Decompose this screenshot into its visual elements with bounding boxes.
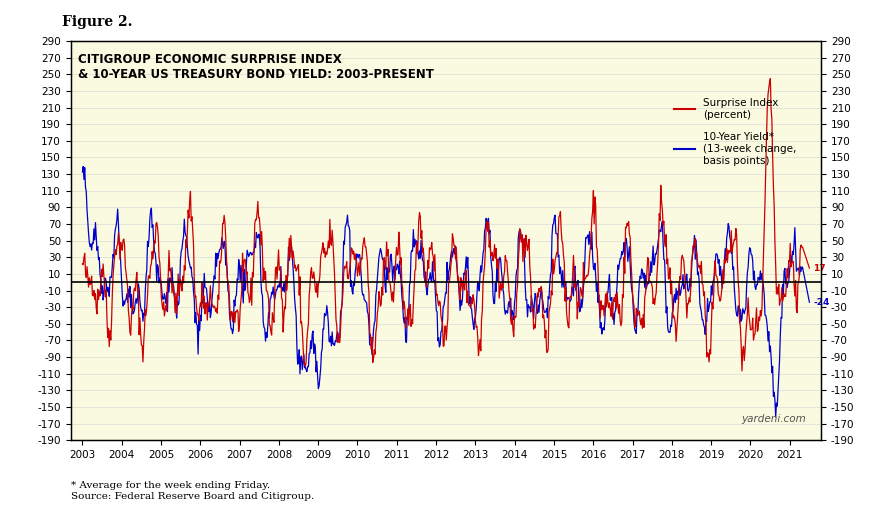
Text: -24: -24: [813, 297, 830, 307]
Text: CITIGROUP ECONOMIC SURPRISE INDEX
& 10-YEAR US TREASURY BOND YIELD: 2003-PRESENT: CITIGROUP ECONOMIC SURPRISE INDEX & 10-Y…: [79, 53, 434, 81]
Legend: Surprise Index
(percent), 10-Year Yield*
(13-week change,
basis points): Surprise Index (percent), 10-Year Yield*…: [670, 94, 801, 169]
Text: 17: 17: [813, 264, 826, 272]
Text: Figure 2.: Figure 2.: [62, 15, 132, 29]
Text: * Average for the week ending Friday.
Source: Federal Reserve Board and Citigrou: * Average for the week ending Friday. So…: [71, 481, 313, 501]
Text: yardeni.com: yardeni.com: [742, 414, 806, 424]
